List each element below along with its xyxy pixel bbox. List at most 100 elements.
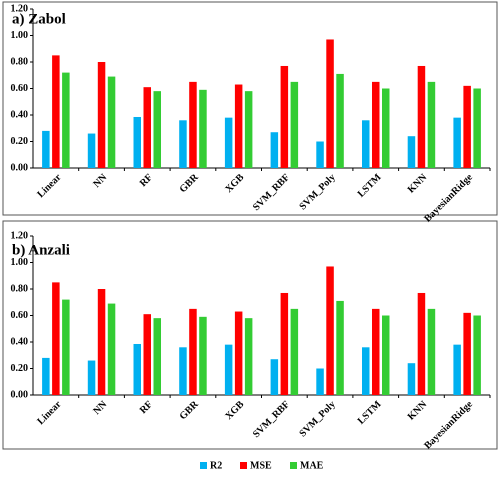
- y-tick-label: 1.20: [11, 230, 29, 241]
- bar: [244, 91, 253, 168]
- bar: [290, 308, 299, 395]
- bar: [336, 300, 344, 395]
- bar: [179, 120, 187, 168]
- bar: [362, 120, 370, 168]
- bar: [382, 88, 390, 168]
- x-tick-label: BayesianRidge: [422, 172, 475, 225]
- chart-title: b) Anzali: [12, 242, 70, 258]
- bar: [290, 81, 299, 168]
- bar: [463, 85, 471, 168]
- bar: [143, 314, 151, 395]
- x-tick-label: LSTM: [356, 399, 384, 427]
- x-tick-label: XGB: [223, 399, 246, 422]
- x-tick-label: NN: [91, 398, 110, 417]
- bar: [52, 55, 60, 168]
- bar: [199, 89, 207, 168]
- bar: [52, 282, 60, 395]
- chart-title: a) Zabol: [12, 11, 66, 27]
- x-tick-label: SVM_Poly: [297, 172, 337, 212]
- bar: [453, 117, 461, 168]
- bar: [417, 292, 426, 395]
- bar: [463, 312, 471, 395]
- x-tick-label: GBR: [178, 398, 202, 422]
- x-tick-label: NN: [91, 171, 110, 190]
- x-tick-label: RF: [138, 399, 155, 416]
- x-tick-label: SVM_RBF: [251, 399, 292, 440]
- panel-border: [2, 220, 498, 450]
- bar: [372, 308, 380, 395]
- y-tick-label: 0.80: [11, 56, 29, 67]
- x-tick-label: XGB: [223, 172, 246, 195]
- bar: [87, 360, 96, 395]
- bar: [234, 311, 243, 395]
- y-tick-label: 0.40: [11, 336, 29, 347]
- x-tick-label: SVM_RBF: [251, 172, 292, 213]
- y-tick-label: 0.20: [11, 136, 29, 147]
- bar: [153, 318, 161, 395]
- y-tick-label: 0.60: [11, 83, 29, 94]
- bar: [473, 315, 481, 395]
- y-tick-label: 1.20: [11, 3, 29, 14]
- legend-label: R2: [210, 460, 222, 471]
- bar: [97, 62, 106, 168]
- bar: [336, 73, 344, 168]
- bar: [224, 117, 233, 168]
- bar: [326, 266, 334, 395]
- bar: [417, 65, 426, 168]
- bar: [372, 81, 380, 168]
- panel-border: [2, 1, 498, 216]
- bar: [42, 357, 50, 395]
- bar: [427, 81, 436, 168]
- bar: [62, 299, 70, 395]
- y-tick-label: 1.00: [11, 257, 29, 268]
- x-tick-label: Linear: [35, 172, 64, 201]
- x-tick-label: BayesianRidge: [422, 399, 475, 452]
- legend-label: MAE: [300, 460, 324, 471]
- x-tick-label: KNN: [406, 171, 430, 195]
- bar: [280, 292, 289, 395]
- bar: [133, 343, 141, 395]
- bar: [280, 65, 289, 168]
- bar: [42, 130, 50, 168]
- bar: [427, 308, 436, 395]
- legend-swatch: [240, 462, 247, 469]
- bar: [316, 141, 324, 168]
- bar: [473, 88, 481, 168]
- y-tick-label: 0.40: [11, 109, 29, 120]
- bar: [189, 81, 197, 168]
- legend-swatch: [200, 462, 207, 469]
- legend-swatch: [290, 462, 297, 469]
- bar: [107, 303, 116, 395]
- bar: [316, 368, 324, 395]
- bar: [362, 347, 370, 395]
- bar: [234, 84, 243, 168]
- x-tick-label: SVM_Poly: [297, 399, 337, 439]
- bar: [107, 76, 116, 168]
- x-tick-label: Linear: [35, 399, 64, 428]
- bar: [453, 344, 461, 395]
- y-tick-label: 0.20: [11, 363, 29, 374]
- bar: [97, 289, 106, 395]
- bar: [244, 318, 253, 395]
- bar: [407, 363, 416, 395]
- bar: [382, 315, 390, 395]
- bar: [270, 132, 279, 168]
- bar: [133, 116, 141, 168]
- y-tick-label: 0.60: [11, 310, 29, 321]
- bar: [179, 347, 187, 395]
- x-tick-label: RF: [138, 172, 155, 189]
- bar: [270, 359, 279, 395]
- x-tick-label: GBR: [178, 171, 202, 195]
- bar: [189, 308, 197, 395]
- bar: [143, 87, 151, 168]
- bar: [153, 91, 161, 168]
- y-tick-label: 0.00: [11, 162, 29, 173]
- legend-label: MSE: [250, 460, 272, 471]
- bar: [326, 39, 334, 168]
- x-tick-label: KNN: [406, 398, 430, 422]
- bar: [199, 316, 207, 395]
- bar: [407, 136, 416, 168]
- x-tick-label: LSTM: [356, 172, 384, 200]
- bar: [87, 133, 96, 168]
